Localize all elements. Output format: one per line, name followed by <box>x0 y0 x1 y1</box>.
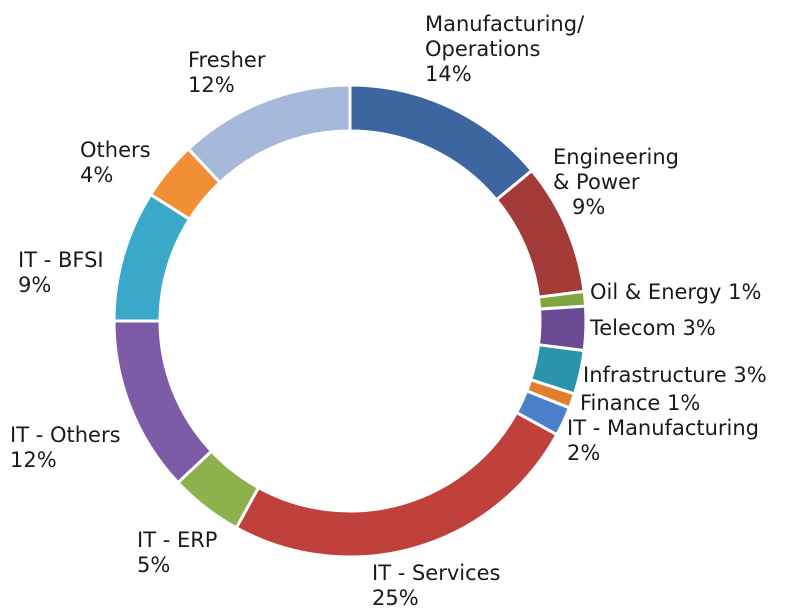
slice-label: Manufacturing/ Operations 14% <box>425 12 584 87</box>
category-label: Engineering & Power <box>553 145 679 194</box>
donut-slice <box>186 83 352 185</box>
slice-label: Oil & Energy 1% <box>590 280 761 305</box>
slice-label: Infrastructure 3% <box>583 363 767 388</box>
slice-label: IT - Manufacturing 2% <box>567 416 759 466</box>
category-label: IT - BFSI <box>18 248 104 272</box>
donut-slice <box>234 410 559 559</box>
value-label: 14% <box>425 62 472 86</box>
slice-label: Engineering & Power 9% <box>553 145 679 220</box>
category-label: Telecom <box>590 316 676 340</box>
donut-slice <box>348 83 534 203</box>
category-label: Fresher <box>188 48 266 72</box>
value-label: 5% <box>137 553 171 577</box>
value-label: 3% <box>733 363 767 387</box>
category-label: IT - Manufacturing <box>567 416 760 440</box>
slice-label: IT - ERP 5% <box>137 528 217 578</box>
category-label: Infrastructure <box>583 363 727 387</box>
category-label: IT - Others <box>10 423 121 447</box>
slice-label: IT - Services 25% <box>372 561 501 611</box>
category-label: IT - ERP <box>137 528 218 552</box>
slice-label: Telecom 3% <box>590 316 716 341</box>
value-label: 12% <box>10 448 57 472</box>
value-label: 3% <box>682 316 716 340</box>
slice-label: IT - BFSI 9% <box>18 248 104 298</box>
value-label: 12% <box>188 73 235 97</box>
category-label: Finance <box>580 391 661 415</box>
category-label: IT - Services <box>372 561 501 585</box>
donut-slice <box>536 304 588 353</box>
value-label: 9% <box>572 195 606 219</box>
slice-label: Fresher 12% <box>188 48 265 98</box>
value-label: 1% <box>667 391 701 415</box>
category-label: Oil & Energy <box>590 280 722 304</box>
slice-label: Finance 1% <box>580 391 700 416</box>
slice-label: Others 4% <box>80 138 151 188</box>
value-label: 2% <box>567 441 601 465</box>
category-label: Others <box>80 138 151 162</box>
slice-label: IT - Others 12% <box>10 423 121 473</box>
value-label: 4% <box>80 163 114 187</box>
category-label: Manufacturing/ Operations <box>425 12 585 61</box>
donut-slice <box>112 319 214 485</box>
value-label: 25% <box>372 586 419 610</box>
value-label: 1% <box>728 280 762 304</box>
value-label: 9% <box>18 273 52 297</box>
